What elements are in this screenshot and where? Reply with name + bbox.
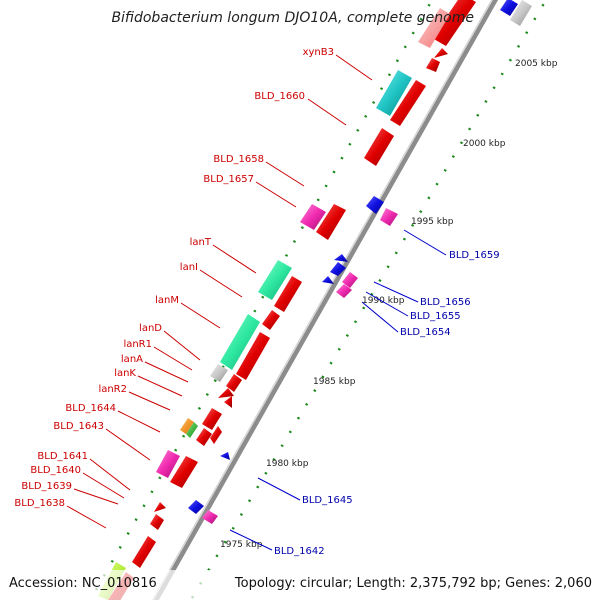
gene-BLD_1655 [342,272,358,288]
gene-label-BLD_1644[interactable]: BLD_1644 [65,403,116,414]
gene-BLD_1660 [364,128,394,166]
gene-arrow [132,536,156,568]
gene-lanD [210,364,228,382]
gene-BLD_1658 [300,204,326,230]
gene-label-BLD_1641[interactable]: BLD_1641 [37,451,88,462]
gene-BLD_1659 [366,196,384,214]
gene-lanR2 [202,408,222,430]
gene-label-BLD_1656[interactable]: BLD_1656 [420,297,471,308]
gene-label-BLD_1655[interactable]: BLD_1655 [410,311,461,322]
gene-label-BLD_1660[interactable]: BLD_1660 [254,91,305,102]
gene-lanR1 [226,374,242,392]
gene-BLD_1641 [156,450,180,478]
gene-lanM [220,314,260,370]
footer-backdrop [0,570,600,600]
gene-arrow [426,58,440,72]
gene-label-lanK[interactable]: lanK [114,368,136,379]
gene-label-BLD_1658[interactable]: BLD_1658 [213,154,264,165]
gene-label-BLD_1643[interactable]: BLD_1643 [53,421,104,432]
tick-track-left [94,0,434,591]
gene-label-BLD_1645[interactable]: BLD_1645 [302,495,353,506]
left-gene-label-text: xynB3 BLD_1660 BLD_1658 BLD_1657 lanT la… [14,47,334,509]
gene-BLD_1643 [196,428,212,446]
gene-BLD_1654 [336,284,352,298]
gene-label-BLD_1639[interactable]: BLD_1639 [21,481,72,492]
gene-BLD_1638 [154,502,166,512]
gene-arrow [390,80,426,126]
ruler-label: 1980 kbp [266,459,309,469]
gene-lanA [218,388,234,398]
ruler-label: 1990 kbp [362,296,405,306]
gene-label-BLD_1640[interactable]: BLD_1640 [30,465,81,476]
gene-arrow [434,48,448,58]
right-gene-label-text: BLD_1659 BLD_1656 BLD_1655 BLD_1654 BLD_… [274,250,500,557]
gene-arrow [510,0,532,26]
gene-BLD_1645 [220,452,230,460]
ruler-label: 2005 kbp [515,59,558,69]
gene-arrow [432,0,476,46]
gene-arrow [202,510,218,524]
ruler-label: 1975 kbp [220,540,263,550]
features-right [188,0,532,524]
gene-arrow [236,332,270,380]
gene-label-lanT[interactable]: lanT [190,237,212,248]
gene-label-xynB3[interactable]: xynB3 [303,47,334,58]
gene-arrow [418,8,450,48]
left-gene-labels [66,54,373,529]
gene-arrow [186,422,198,438]
genome-backbone [151,0,499,600]
gene-arrow [210,426,222,444]
gene-lanK [224,396,232,408]
gene-label-lanD[interactable]: lanD [139,323,162,334]
genome-summary-text: Topology: circular; Length: 2,375,792 bp… [234,576,592,591]
gene-arrow [334,254,348,262]
gene-BLD_1656 [330,262,346,276]
gene-BLD_1642 [188,500,204,514]
gene-label-lanM[interactable]: lanM [155,295,179,306]
gene-label-lanR2[interactable]: lanR2 [98,384,127,395]
ruler-label: 1985 kbp [313,377,356,387]
ruler-labels: 2005 kbp 2000 kbp 1995 kbp 1990 kbp 1985… [220,59,558,550]
gene-BLD_1639 [150,514,164,530]
gene-arrow [500,0,518,16]
map-title: Bifidobacterium longum DJO10A, complete … [111,10,474,26]
genome-backbone-highlight [151,0,493,600]
gene-label-BLD_1657[interactable]: BLD_1657 [203,174,254,185]
gene-label-BLD_1659[interactable]: BLD_1659 [449,250,500,261]
gene-label-BLD_1654[interactable]: BLD_1654 [400,327,451,338]
gene-BLD_1640 [170,456,198,488]
gene-label-BLD_1638[interactable]: BLD_1638 [14,498,65,509]
gene-label-BLD_1642[interactable]: BLD_1642 [274,546,325,557]
gene-arrow [380,208,398,226]
gene-label-lanA[interactable]: lanA [121,354,143,365]
gene-BLD_1644 [180,418,194,434]
ruler-label: 1995 kbp [411,217,454,227]
gene-xynB3 [376,70,412,116]
gene-label-lanR1[interactable]: lanR1 [123,339,152,350]
gene-arrow [322,276,334,284]
accession-text: Accession: NC_010816 [9,576,157,591]
gene-lanI [274,276,302,312]
gene-arrow [262,310,280,330]
gene-BLD_1657 [316,204,346,240]
right-gene-labels [229,229,447,551]
ruler-label: 2000 kbp [463,139,506,149]
gene-lanT [258,260,292,300]
gene-label-lanI[interactable]: lanI [180,262,198,273]
